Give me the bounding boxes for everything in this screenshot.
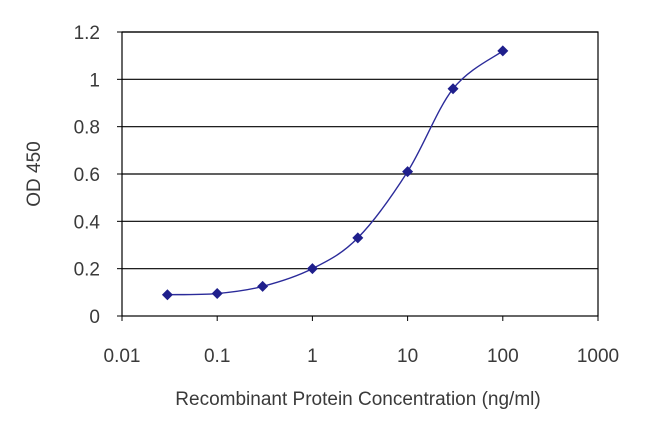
data-point-marker — [306, 263, 318, 275]
y-tick-label: 0.8 — [74, 118, 100, 139]
data-point-marker — [447, 83, 459, 95]
data-point-marker — [402, 166, 414, 178]
y-tick-label: 1 — [89, 70, 100, 91]
y-tick-labels: 0 0.2 0.4 0.6 0.8 1 1.2 — [74, 23, 101, 328]
x-tick-label: 0.1 — [204, 346, 230, 367]
data-point-marker — [497, 45, 509, 57]
data-point-marker — [352, 232, 364, 244]
y-axis-title: OD 450 — [24, 141, 45, 206]
x-axis-title: Recombinant Protein Concentration (ng/ml… — [175, 389, 540, 410]
x-tick-labels: 0.01 0.1 1 10 100 1000 — [104, 346, 620, 367]
data-point-marker — [211, 288, 223, 300]
x-tick-label: 0.01 — [104, 346, 141, 367]
x-tick-label: 1000 — [577, 346, 619, 367]
y-tick-label: 1.2 — [74, 23, 100, 44]
y-tick-label: 0 — [89, 307, 100, 328]
gridlines — [122, 31, 598, 270]
data-point-marker — [257, 280, 269, 292]
axis-ticks — [117, 31, 599, 321]
y-tick-label: 0.2 — [74, 260, 100, 281]
data-point-marker — [161, 289, 173, 301]
data-points — [161, 45, 509, 301]
y-tick-label: 0.6 — [74, 165, 100, 186]
x-tick-label: 100 — [487, 346, 519, 367]
x-tick-label: 10 — [397, 346, 418, 367]
fit-curve — [167, 50, 504, 296]
x-tick-label: 1 — [307, 346, 318, 367]
y-tick-label: 0.4 — [74, 212, 101, 233]
